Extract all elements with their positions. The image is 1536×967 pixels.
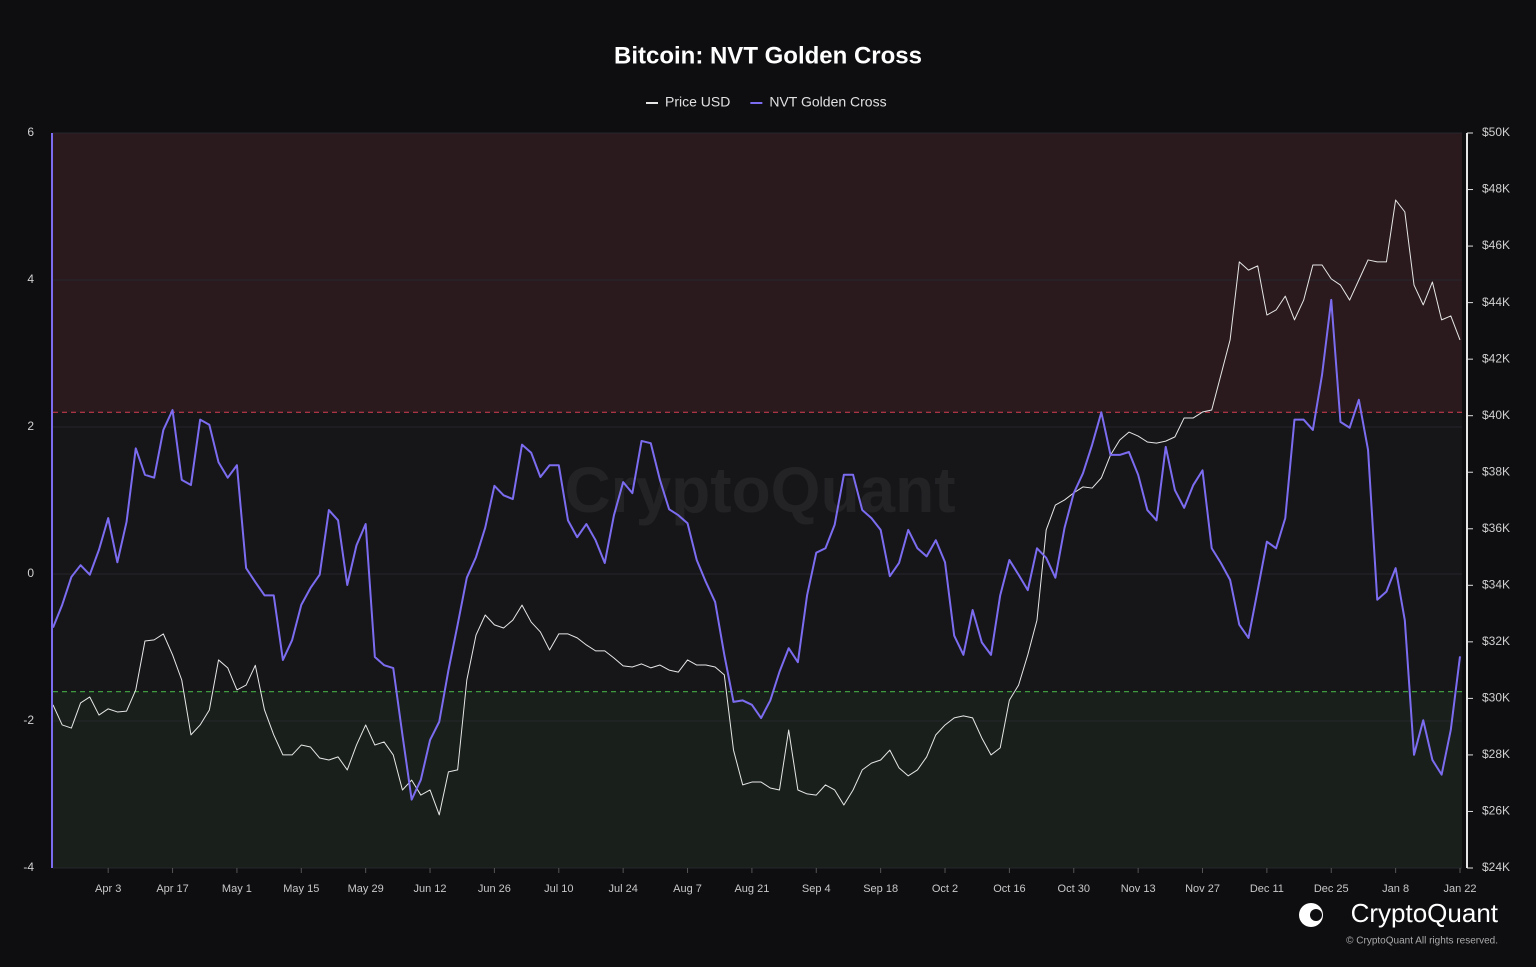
x-tick-label: May 15: [283, 883, 319, 895]
y-tick-label: 2: [27, 419, 34, 433]
brand: CryptoQuant: [1351, 898, 1499, 928]
x-tick-label: Oct 2: [932, 883, 958, 895]
y-tick-label: 0: [27, 566, 34, 580]
y2-tick-label: $50K: [1482, 125, 1510, 139]
y-tick-label: 6: [27, 125, 34, 139]
x-tick-label: Aug 21: [734, 883, 769, 895]
x-tick-label: May 29: [348, 883, 384, 895]
x-tick-label: Jun 12: [414, 883, 447, 895]
watermark: CryptoQuant: [564, 454, 955, 526]
x-tick-label: Nov 27: [1185, 883, 1220, 895]
brand-logo: CryptoQuant © CryptoQuant All rights res…: [1299, 898, 1499, 947]
copyright: © CryptoQuant All rights reserved.: [1346, 936, 1498, 947]
y2-tick-label: $34K: [1482, 577, 1510, 591]
x-tick-label: Dec 11: [1250, 883, 1284, 895]
grid: [53, 132, 1462, 869]
lines: [52, 199, 1461, 816]
x-tick-label: Aug 7: [673, 883, 702, 895]
y2-tick-label: $46K: [1482, 238, 1510, 252]
y2-tick-label: $44K: [1482, 295, 1510, 309]
y2-tick-label: $30K: [1482, 691, 1510, 705]
x-tick-label: Sep 4: [802, 883, 831, 895]
y2-tick-label: $42K: [1482, 351, 1510, 365]
x-tick-label: Jul 10: [544, 883, 573, 895]
x-tick-label: May 1: [222, 883, 252, 895]
y2-tick-label: $28K: [1482, 747, 1510, 761]
x-tick-label: Jul 24: [608, 883, 637, 895]
x-tick-label: Nov 13: [1121, 883, 1156, 895]
y2-tick-label: $36K: [1482, 521, 1510, 535]
x-tick-label: Jan 22: [1443, 883, 1476, 895]
legend-label: NVT Golden Cross: [769, 94, 886, 110]
chart-title: Bitcoin: NVT Golden Cross: [614, 42, 922, 69]
y-tick-label: 4: [27, 272, 34, 286]
y2-tick-label: $38K: [1482, 464, 1510, 478]
axes: -4 -2 0 2 4 6 $24K $26K $28K $30K $32K $34K $36K $38K…: [23, 125, 1510, 895]
y2-tick-label: $24K: [1482, 860, 1510, 874]
y2-tick-label: $26K: [1482, 804, 1510, 818]
legend-label: Price USD: [665, 94, 730, 110]
x-tick-label: Dec 25: [1314, 883, 1349, 895]
y2-tick-label: $32K: [1482, 634, 1510, 648]
lower-zone: [53, 691, 1462, 868]
x-tick-label: Sep 18: [863, 883, 898, 895]
upper-zone: [53, 133, 1462, 413]
x-tick-label: Apr 3: [95, 883, 121, 895]
x-tick-label: Oct 16: [993, 883, 1025, 895]
x-tick-label: Oct 30: [1058, 883, 1090, 895]
logo-cutout: [1310, 909, 1322, 921]
series-line: [52, 199, 1461, 816]
x-tick-label: Jun 26: [478, 883, 511, 895]
x-tick-label: Jan 8: [1382, 883, 1409, 895]
series-line: [52, 298, 1461, 801]
plot-area: [53, 133, 1462, 868]
y2-tick-label: $40K: [1482, 408, 1510, 422]
y-tick-label: -4: [23, 860, 34, 874]
x-tick-label: Apr 17: [156, 883, 188, 895]
y-tick-label: -2: [23, 713, 34, 727]
legend: Price USD NVT Golden Cross: [646, 94, 887, 110]
y2-tick-label: $48K: [1482, 182, 1510, 196]
